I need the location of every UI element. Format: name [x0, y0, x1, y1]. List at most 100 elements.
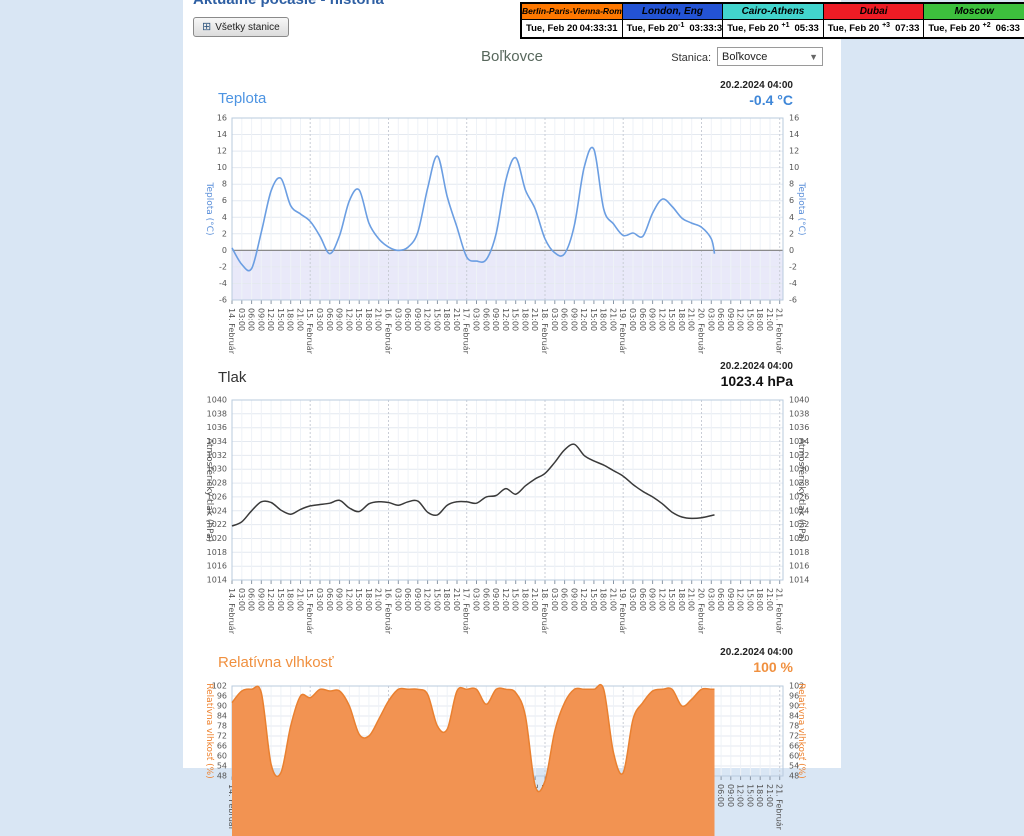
- humidity-chart-title: Relatívna vlhkosť: [218, 654, 334, 671]
- svg-text:15:00: 15:00: [667, 588, 676, 611]
- svg-text:09:00: 09:00: [413, 588, 422, 611]
- chevron-down-icon: ▼: [809, 51, 818, 62]
- svg-text:60: 60: [217, 752, 227, 761]
- svg-text:78: 78: [789, 722, 799, 731]
- weather-history-page: { "page": { "title": "Aktuálne počasie -…: [183, 0, 1024, 836]
- svg-text:90: 90: [217, 702, 227, 711]
- svg-text:18. Február: 18. Február: [540, 308, 549, 355]
- svg-text:48: 48: [217, 772, 227, 781]
- svg-text:1026: 1026: [789, 492, 809, 501]
- svg-text:1036: 1036: [789, 423, 809, 432]
- svg-text:21:00: 21:00: [530, 588, 539, 611]
- clock-utc-offset: -1: [678, 22, 685, 29]
- svg-text:18:00: 18:00: [755, 588, 764, 611]
- svg-text:19. Február: 19. Február: [618, 588, 627, 635]
- svg-text:12:00: 12:00: [344, 588, 353, 611]
- svg-text:15:00: 15:00: [432, 588, 441, 611]
- svg-text:09:00: 09:00: [726, 308, 735, 331]
- temperature-chart: 14. Február 03:00 06:00 09:00 12:00 15:00 18:0…: [204, 114, 806, 355]
- svg-text:72: 72: [217, 732, 227, 741]
- svg-text:21:00: 21:00: [296, 308, 305, 331]
- svg-text:03:00: 03:00: [706, 588, 715, 611]
- clock-date: Tue, Feb 20: [827, 23, 880, 34]
- svg-text:15:00: 15:00: [354, 588, 363, 611]
- svg-text:15:00: 15:00: [276, 308, 285, 331]
- svg-text:21:00: 21:00: [452, 588, 461, 611]
- clock-column: Moscow Tue, Feb 20 +2 06:33: [924, 4, 1024, 37]
- svg-text:1016: 1016: [207, 562, 227, 571]
- clock-time: 05:33: [794, 23, 819, 34]
- svg-text:12: 12: [217, 147, 227, 156]
- svg-text:1020: 1020: [207, 534, 227, 543]
- svg-text:54: 54: [789, 762, 799, 771]
- svg-text:06:00: 06:00: [716, 308, 725, 331]
- svg-text:21. Február: 21. Február: [775, 588, 784, 635]
- svg-text:06:00: 06:00: [481, 308, 490, 331]
- svg-text:15:00: 15:00: [745, 784, 754, 807]
- svg-text:1028: 1028: [207, 479, 227, 488]
- clock-city-header: Dubai: [823, 4, 924, 19]
- svg-text:15:00: 15:00: [745, 308, 754, 331]
- svg-text:-4: -4: [789, 279, 797, 288]
- clock-utc-offset: +3: [882, 22, 891, 29]
- svg-text:1028: 1028: [789, 479, 809, 488]
- svg-text:09:00: 09:00: [335, 308, 344, 331]
- pressure-current-value: 1023.4 hPa: [720, 373, 793, 389]
- svg-text:03:00: 03:00: [472, 308, 481, 331]
- svg-text:15. Február: 15. Február: [305, 308, 314, 355]
- clock-column: Berlin-Paris-Vienna-Roma Tue, Feb 20 04:33…: [522, 4, 622, 37]
- station-select[interactable]: Boľkovce ▼: [717, 47, 823, 66]
- svg-text:66: 66: [217, 742, 227, 751]
- svg-text:09:00: 09:00: [256, 588, 265, 611]
- svg-text:03:00: 03:00: [472, 588, 481, 611]
- svg-text:15:00: 15:00: [511, 308, 520, 331]
- svg-text:12:00: 12:00: [657, 588, 666, 611]
- svg-text:09:00: 09:00: [491, 588, 500, 611]
- clock-time: 06:33: [995, 23, 1020, 34]
- clock-city-header: Cairo-Athens: [723, 4, 823, 19]
- svg-text:-4: -4: [219, 279, 227, 288]
- svg-text:06:00: 06:00: [325, 308, 334, 331]
- svg-text:18:00: 18:00: [364, 308, 373, 331]
- svg-text:17. Február: 17. Február: [462, 308, 471, 355]
- svg-text:14. Február: 14. Február: [227, 308, 236, 355]
- svg-text:06:00: 06:00: [481, 588, 490, 611]
- svg-text:4: 4: [222, 213, 227, 222]
- station-select-value: Boľkovce: [722, 50, 768, 63]
- svg-text:20. Február: 20. Február: [697, 588, 706, 635]
- svg-text:1030: 1030: [207, 465, 227, 474]
- svg-text:21:00: 21:00: [609, 308, 618, 331]
- clock-date: Tue, Feb 20: [626, 23, 679, 34]
- svg-text:54: 54: [217, 762, 227, 771]
- svg-text:0: 0: [789, 246, 794, 255]
- svg-text:84: 84: [789, 712, 799, 721]
- svg-text:-6: -6: [789, 296, 797, 305]
- svg-text:1024: 1024: [789, 506, 809, 515]
- svg-text:21:00: 21:00: [374, 588, 383, 611]
- svg-text:18:00: 18:00: [442, 308, 451, 331]
- svg-text:0: 0: [222, 246, 227, 255]
- clock-date: Tue, Feb 20: [526, 23, 578, 34]
- svg-text:09:00: 09:00: [256, 308, 265, 331]
- svg-text:03:00: 03:00: [550, 308, 559, 331]
- svg-text:12:00: 12:00: [579, 308, 588, 331]
- all-stations-button[interactable]: ⊞ Všetky stanice: [193, 17, 289, 37]
- svg-text:06:00: 06:00: [403, 588, 412, 611]
- svg-text:1032: 1032: [789, 451, 809, 460]
- svg-text:1038: 1038: [789, 409, 809, 418]
- svg-text:09:00: 09:00: [648, 308, 657, 331]
- svg-text:03:00: 03:00: [628, 308, 637, 331]
- svg-text:21:00: 21:00: [452, 308, 461, 331]
- svg-text:18:00: 18:00: [599, 588, 608, 611]
- svg-text:12:00: 12:00: [579, 588, 588, 611]
- svg-text:09:00: 09:00: [491, 308, 500, 331]
- svg-text:1014: 1014: [207, 576, 227, 585]
- svg-text:18:00: 18:00: [286, 308, 295, 331]
- svg-text:09:00: 09:00: [726, 784, 735, 807]
- svg-text:8: 8: [789, 180, 794, 189]
- svg-text:16: 16: [789, 114, 799, 123]
- svg-text:15:00: 15:00: [432, 308, 441, 331]
- svg-text:102: 102: [789, 682, 804, 691]
- svg-text:78: 78: [217, 722, 227, 731]
- svg-text:12:00: 12:00: [501, 588, 510, 611]
